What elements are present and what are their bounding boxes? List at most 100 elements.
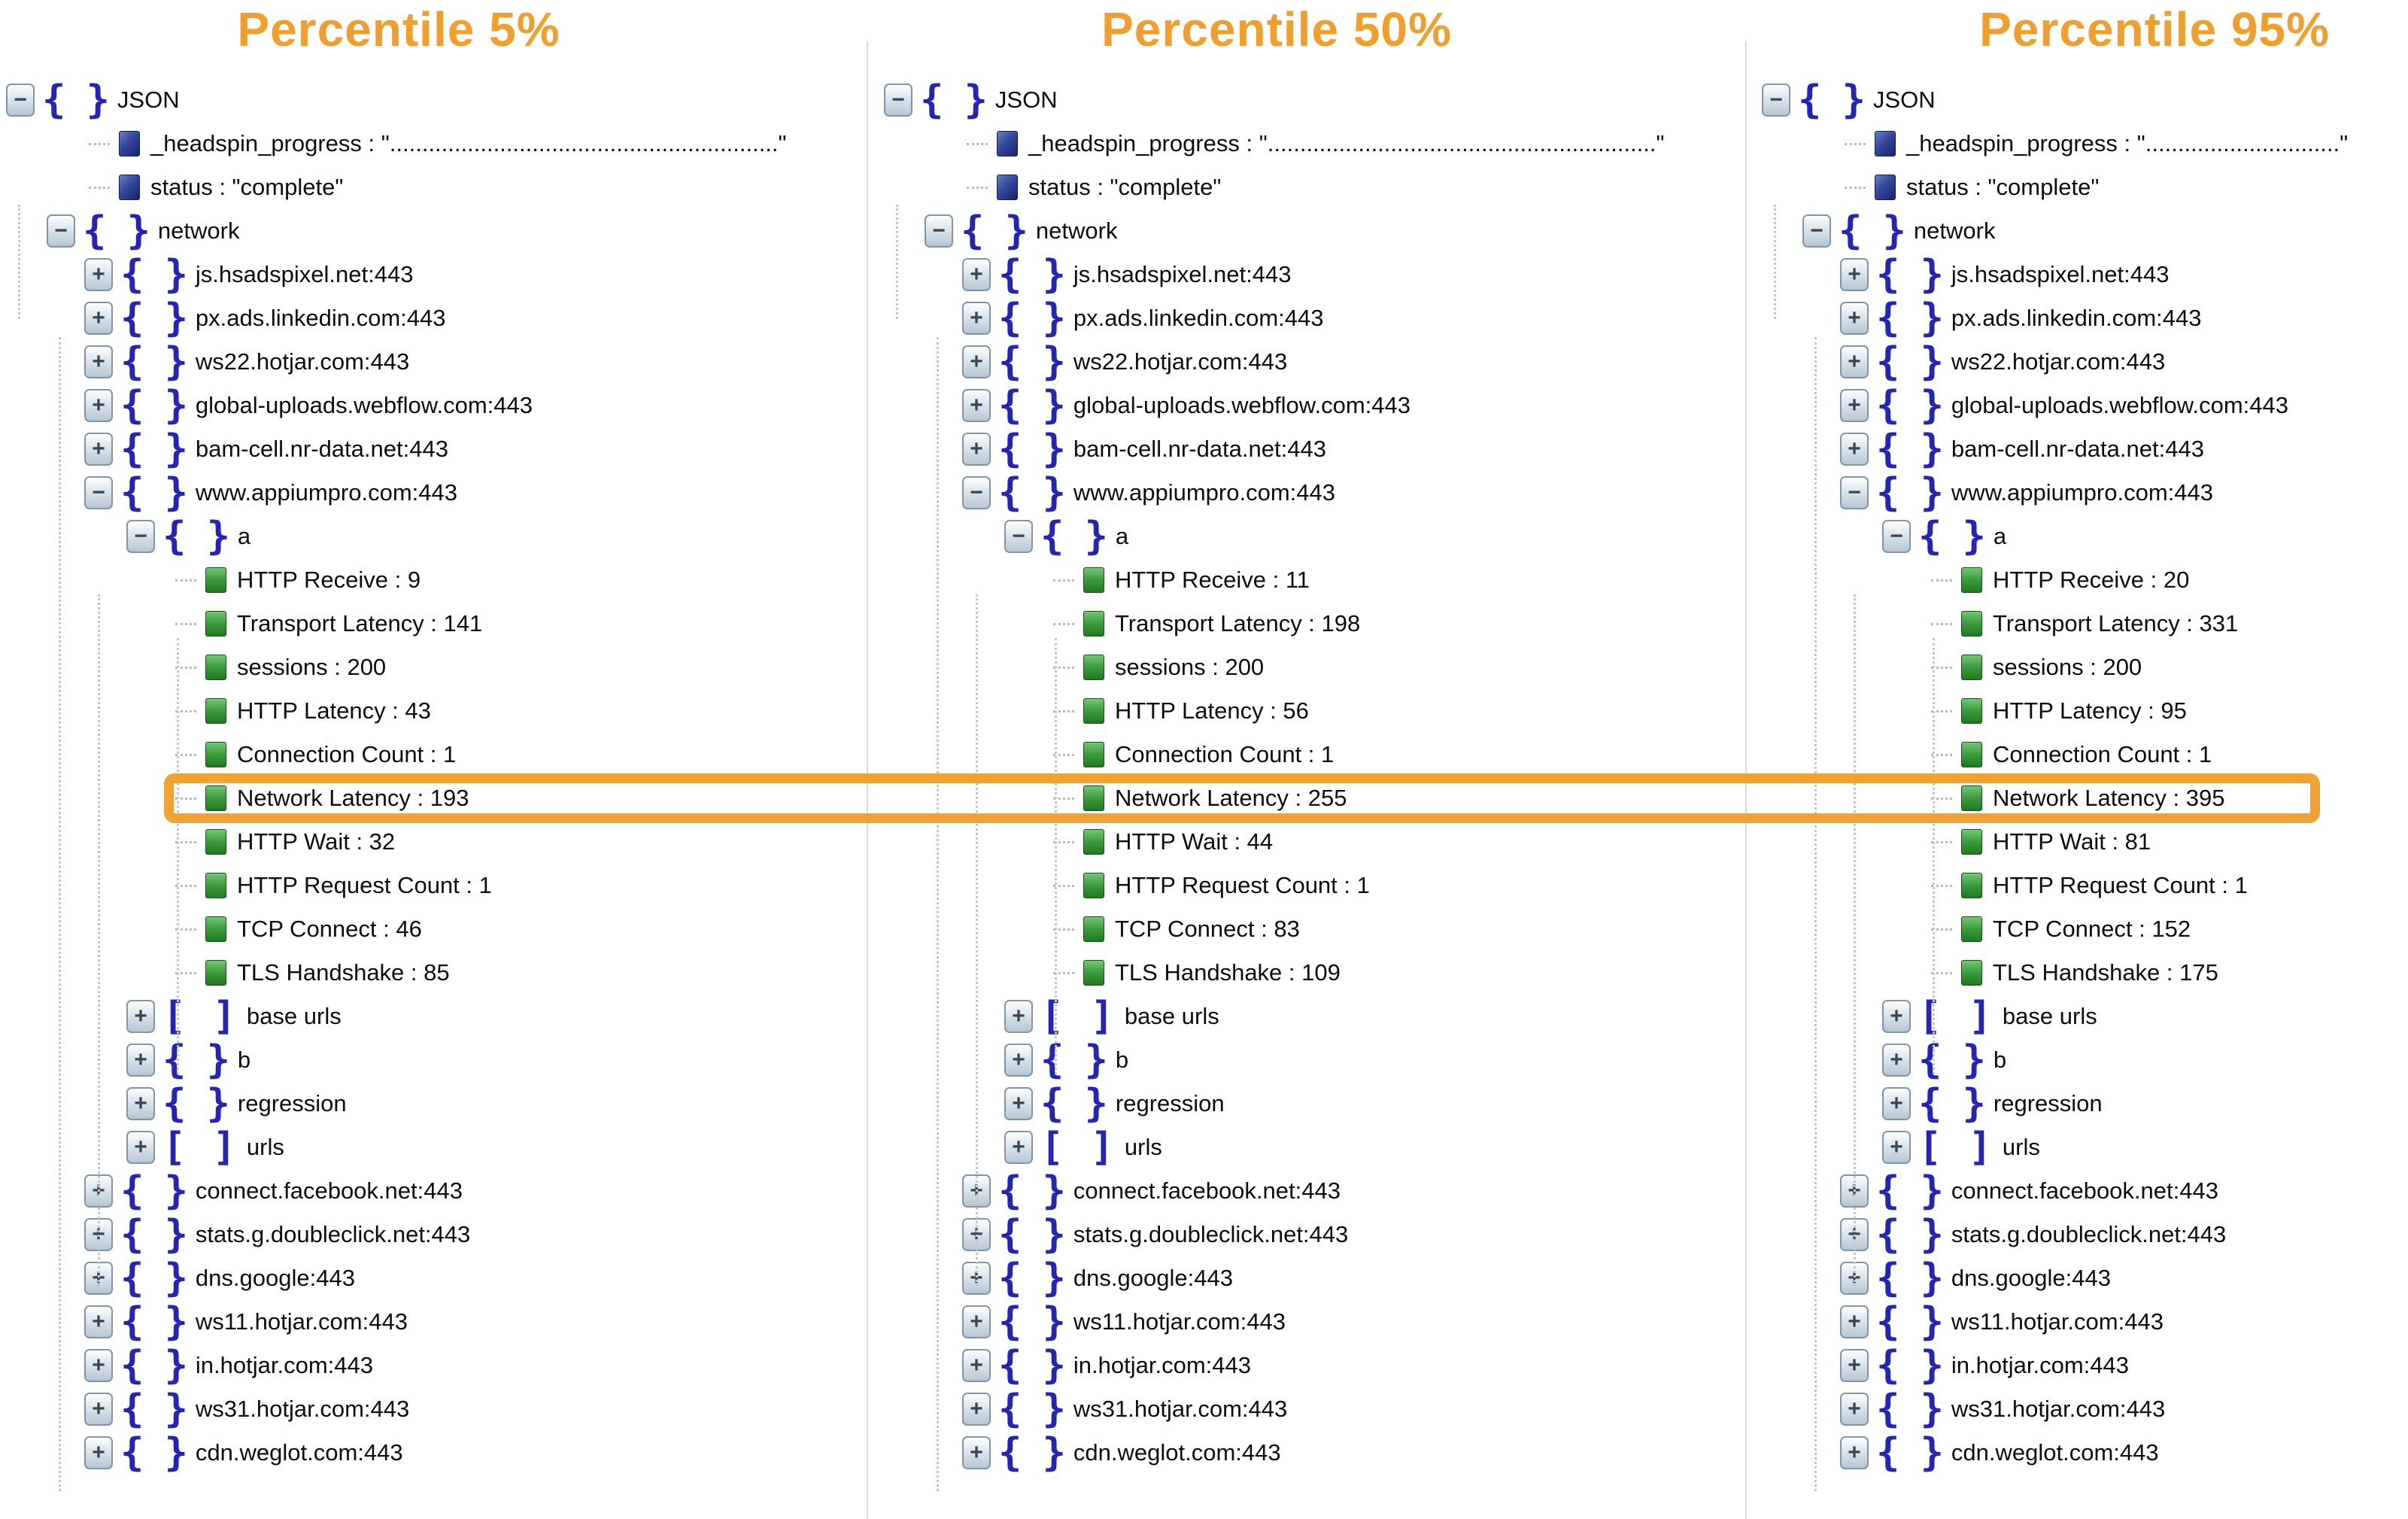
plus-box-icon[interactable]: + <box>84 302 113 335</box>
plus-box-icon[interactable]: + <box>126 1087 155 1120</box>
node-label: TCP Connect : 46 <box>237 916 422 942</box>
leaf-connector <box>175 840 196 843</box>
plus-box-icon[interactable]: + <box>84 1393 113 1426</box>
plus-box-icon[interactable]: + <box>126 1000 155 1033</box>
number-value-icon <box>1083 698 1104 724</box>
node-label: Connection Count : 1 <box>1115 741 1335 767</box>
plus-box-icon[interactable]: + <box>962 1349 991 1382</box>
plus-box-icon[interactable]: + <box>1882 1131 1911 1164</box>
node-label: network <box>157 217 240 244</box>
leaf-connector <box>1931 928 1952 931</box>
object-braces-icon: { } <box>1876 427 1944 472</box>
node-label: _headspin_progress : "..................… <box>1028 130 1665 156</box>
plus-box-icon[interactable]: + <box>1840 389 1869 422</box>
node-label: HTTP Wait : 81 <box>1993 828 2151 855</box>
plus-box-icon[interactable]: + <box>84 345 113 378</box>
tree-row: +{ } dns.google:443 <box>878 1256 1681 1300</box>
plus-box-icon[interactable]: + <box>1840 1393 1869 1426</box>
plus-box-icon[interactable]: + <box>962 1305 991 1338</box>
plus-box-icon[interactable]: + <box>962 258 991 291</box>
percentile-5-panel: Percentile 5% −{ } JSON _headspin_progress… <box>0 0 803 1519</box>
plus-box-icon[interactable]: + <box>1840 1349 1869 1382</box>
node-label: Transport Latency : 141 <box>237 610 483 636</box>
plus-box-icon[interactable]: + <box>962 345 991 378</box>
minus-box-icon[interactable]: − <box>884 84 912 117</box>
tree-row: Transport Latency : 141 <box>0 602 803 646</box>
plus-box-icon[interactable]: + <box>962 1436 991 1469</box>
tree-row: +{ } dns.google:443 <box>0 1256 803 1300</box>
leaf-connector <box>967 186 988 189</box>
plus-box-icon[interactable]: + <box>84 433 113 466</box>
node-label: HTTP Receive : 9 <box>237 567 421 593</box>
minus-box-icon[interactable]: − <box>1882 520 1911 553</box>
plus-box-icon[interactable]: + <box>84 258 113 291</box>
plus-box-icon[interactable]: + <box>962 1393 991 1426</box>
node-label: b <box>1993 1047 2007 1073</box>
tree-row: +{ } global-uploads.webflow.com:443 <box>0 384 803 427</box>
node-label: dns.google:443 <box>195 1265 355 1291</box>
minus-box-icon[interactable]: − <box>6 84 35 117</box>
plus-box-icon[interactable]: + <box>1840 345 1869 378</box>
node-label: connect.facebook.net:443 <box>1951 1177 2218 1204</box>
node-label: regression <box>1993 1090 2103 1116</box>
string-value-icon <box>997 175 1018 200</box>
minus-box-icon[interactable]: − <box>1762 84 1790 117</box>
leaf-connector <box>1931 884 1952 887</box>
minus-box-icon[interactable]: − <box>47 214 75 248</box>
plus-box-icon[interactable]: + <box>126 1044 155 1077</box>
plus-box-icon[interactable]: + <box>1004 1000 1033 1033</box>
minus-box-icon[interactable]: − <box>1840 476 1869 509</box>
object-braces-icon: { } <box>1876 1168 1944 1214</box>
node-label: in.hotjar.com:443 <box>195 1352 374 1378</box>
number-value-icon <box>205 873 226 898</box>
string-value-icon <box>1875 131 1896 156</box>
plus-box-icon[interactable]: + <box>84 389 113 422</box>
minus-box-icon[interactable]: − <box>126 520 155 553</box>
node-label: TLS Handshake : 109 <box>1115 959 1341 986</box>
plus-box-icon[interactable]: + <box>1840 302 1869 335</box>
plus-box-icon[interactable]: + <box>1840 258 1869 291</box>
object-braces-icon: { } <box>998 1343 1066 1388</box>
plus-box-icon[interactable]: + <box>962 389 991 422</box>
plus-box-icon[interactable]: + <box>1004 1131 1033 1164</box>
column-title: Percentile 95% <box>1979 2 2330 56</box>
plus-box-icon[interactable]: + <box>1840 1436 1869 1469</box>
plus-box-icon[interactable]: + <box>1882 1087 1911 1120</box>
plus-box-icon[interactable]: + <box>1004 1044 1033 1077</box>
plus-box-icon[interactable]: + <box>1840 433 1869 466</box>
node-label: HTTP Receive : 20 <box>1993 567 2190 593</box>
object-braces-icon: { } <box>1040 1081 1108 1126</box>
plus-box-icon[interactable]: + <box>126 1131 155 1164</box>
tree-row: +{ } regression <box>0 1082 803 1126</box>
minus-box-icon[interactable]: − <box>84 476 113 509</box>
string-value-icon <box>119 175 140 200</box>
object-braces-icon: { } <box>120 296 188 341</box>
tree-row: +{ } bam-cell.nr-data.net:443 <box>1756 427 2408 471</box>
tree-row: +{ } cdn.weglot.com:443 <box>1756 1431 2408 1475</box>
node-label: ws22.hotjar.com:443 <box>195 348 410 375</box>
plus-box-icon[interactable]: + <box>962 433 991 466</box>
node-label: HTTP Request Count : 1 <box>1993 872 2248 898</box>
number-value-icon <box>1083 829 1104 855</box>
minus-box-icon[interactable]: − <box>1004 520 1033 553</box>
object-braces-icon: { } <box>1876 1212 1944 1257</box>
minus-box-icon[interactable]: − <box>1802 214 1831 248</box>
tree-row: +{ } global-uploads.webflow.com:443 <box>878 384 1681 427</box>
node-label: _headspin_progress : "..................… <box>150 130 787 156</box>
number-value-icon <box>1961 567 1982 593</box>
number-value-icon <box>1083 611 1104 636</box>
plus-box-icon[interactable]: + <box>1840 1305 1869 1338</box>
plus-box-icon[interactable]: + <box>1882 1000 1911 1033</box>
plus-box-icon[interactable]: + <box>962 302 991 335</box>
plus-box-icon[interactable]: + <box>1004 1087 1033 1120</box>
minus-box-icon[interactable]: − <box>925 214 953 248</box>
plus-box-icon[interactable]: + <box>84 1436 113 1469</box>
object-braces-icon: { } <box>120 252 188 297</box>
minus-box-icon[interactable]: − <box>962 476 991 509</box>
tree-row: +{ } connect.facebook.net:443 <box>0 1169 803 1213</box>
tree-row: Transport Latency : 331 <box>1756 602 2408 646</box>
plus-box-icon[interactable]: + <box>84 1349 113 1382</box>
plus-box-icon[interactable]: + <box>84 1305 113 1338</box>
leaf-connector <box>1053 709 1074 712</box>
plus-box-icon[interactable]: + <box>1882 1044 1911 1077</box>
